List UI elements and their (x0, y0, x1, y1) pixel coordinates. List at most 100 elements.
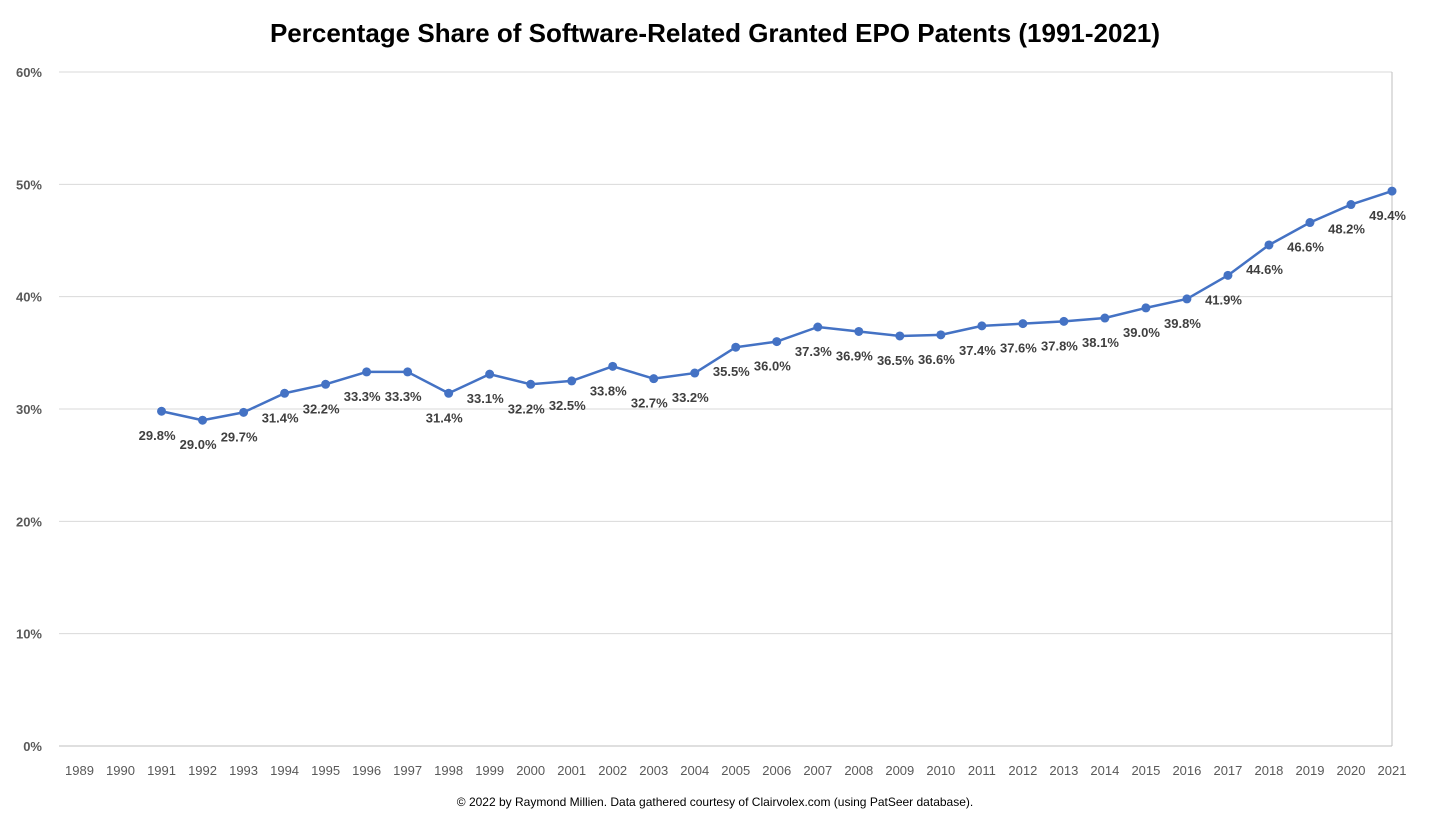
series-line-segment (160, 409, 204, 422)
data-point (362, 367, 372, 377)
data-label: 36.6% (918, 352, 955, 367)
data-label: 46.6% (1287, 240, 1324, 255)
x-tick-label: 1997 (393, 763, 422, 778)
data-label: 29.0% (180, 437, 217, 452)
series-line-segment (529, 379, 573, 386)
series-line-segment (1308, 203, 1353, 224)
x-tick-label: 2008 (844, 763, 873, 778)
x-tick-label: 1999 (475, 763, 504, 778)
data-label: 33.2% (672, 390, 709, 405)
data-point (977, 321, 987, 331)
series-line-segment (1062, 316, 1107, 323)
data-label: 38.1% (1082, 335, 1119, 350)
data-label: 44.6% (1246, 262, 1283, 277)
x-tick-label: 1991 (147, 763, 176, 778)
series-line-segment (1267, 221, 1312, 247)
x-tick-label: 1989 (65, 763, 94, 778)
data-point (1387, 186, 1397, 196)
x-tick-label: 2017 (1213, 763, 1242, 778)
series-line-segment (816, 325, 861, 333)
chart-footnote: © 2022 by Raymond Millien. Data gathered… (457, 795, 973, 809)
data-label: 37.3% (795, 344, 832, 359)
data-label: 36.5% (877, 353, 914, 368)
data-label: 32.5% (549, 398, 586, 413)
data-point-markers (157, 186, 1397, 425)
x-axis-tick-labels: 1989 1990 1991 1992 1993 1994 1995 1996 1997 1998… (65, 763, 1406, 778)
series-line-segment (570, 365, 614, 383)
axes (59, 72, 1393, 747)
x-tick-label: 2016 (1172, 763, 1201, 778)
x-tick-label: 1993 (229, 763, 258, 778)
x-tick-label: 2015 (1131, 763, 1160, 778)
x-tick-label: 2018 (1254, 763, 1283, 778)
data-label: 37.8% (1041, 338, 1078, 353)
series-line-segment (324, 370, 368, 386)
data-label: 39.8% (1164, 316, 1201, 331)
series-line-segment (693, 345, 738, 375)
series-line-segment (283, 383, 327, 395)
series-line-segment (1021, 320, 1066, 325)
series-line-layer (160, 189, 1394, 422)
series-line-segment (1144, 297, 1189, 310)
series-line-segment (1103, 306, 1148, 320)
y-tick-label: 20% (16, 514, 42, 529)
data-point (321, 379, 331, 389)
series-line-segment (611, 365, 655, 380)
series-line-segment (447, 372, 491, 395)
data-point (731, 342, 741, 352)
data-label: 33.3% (385, 389, 422, 404)
data-point (1264, 240, 1274, 250)
data-label: 32.7% (631, 396, 668, 411)
series-line-segment (939, 324, 984, 337)
data-point (1100, 313, 1110, 323)
data-point (1059, 316, 1069, 326)
x-tick-label: 1994 (270, 763, 299, 778)
data-label: 33.3% (344, 389, 381, 404)
x-tick-label: 2009 (885, 763, 914, 778)
x-tick-label: 2013 (1049, 763, 1078, 778)
data-point (526, 379, 536, 389)
x-tick-label: 2019 (1296, 763, 1325, 778)
data-label: 29.7% (221, 429, 258, 444)
data-label: 36.9% (836, 348, 873, 363)
x-tick-label: 2004 (680, 763, 709, 778)
data-point (1182, 294, 1192, 304)
x-tick-label: 2005 (721, 763, 750, 778)
data-label: 35.5% (713, 364, 750, 379)
x-tick-label: 2010 (926, 763, 955, 778)
data-label: 32.2% (303, 401, 340, 416)
data-point (1141, 303, 1151, 313)
x-tick-label: 2007 (803, 763, 832, 778)
data-point (198, 415, 208, 425)
data-label: 48.2% (1328, 222, 1365, 237)
data-point (280, 388, 290, 398)
data-point (485, 369, 495, 379)
data-label: 41.9% (1205, 292, 1242, 307)
data-point (854, 326, 864, 336)
y-tick-label: 40% (16, 290, 42, 305)
x-tick-label: 1998 (434, 763, 463, 778)
series-line-segment (857, 330, 902, 338)
data-label: 37.4% (959, 343, 996, 358)
data-point (1305, 218, 1315, 228)
data-label: 39.0% (1123, 325, 1160, 340)
series-line-segment (406, 370, 450, 395)
data-label: 37.6% (1000, 341, 1037, 356)
series-line-segment (898, 333, 943, 338)
data-label: 33.8% (590, 383, 627, 398)
y-tick-label: 30% (16, 402, 42, 417)
data-point (567, 376, 577, 386)
data-point (1346, 200, 1356, 210)
data-label: 33.1% (467, 391, 504, 406)
data-label: 36.0% (754, 359, 791, 374)
y-tick-label: 0% (23, 739, 42, 754)
data-labels: 29.8% 29.0% 29.7% 31.4% 32.2% 33.3% 33.3% 31.4%… (139, 208, 1407, 452)
x-tick-label: 1992 (188, 763, 217, 778)
x-tick-label: 2003 (639, 763, 668, 778)
series-line-segment (652, 371, 696, 380)
gridlines (59, 71, 1392, 635)
data-label: 31.4% (426, 410, 463, 425)
x-tick-label: 2011 (968, 763, 996, 778)
data-point (1018, 319, 1028, 329)
series-line-segment (242, 392, 286, 414)
